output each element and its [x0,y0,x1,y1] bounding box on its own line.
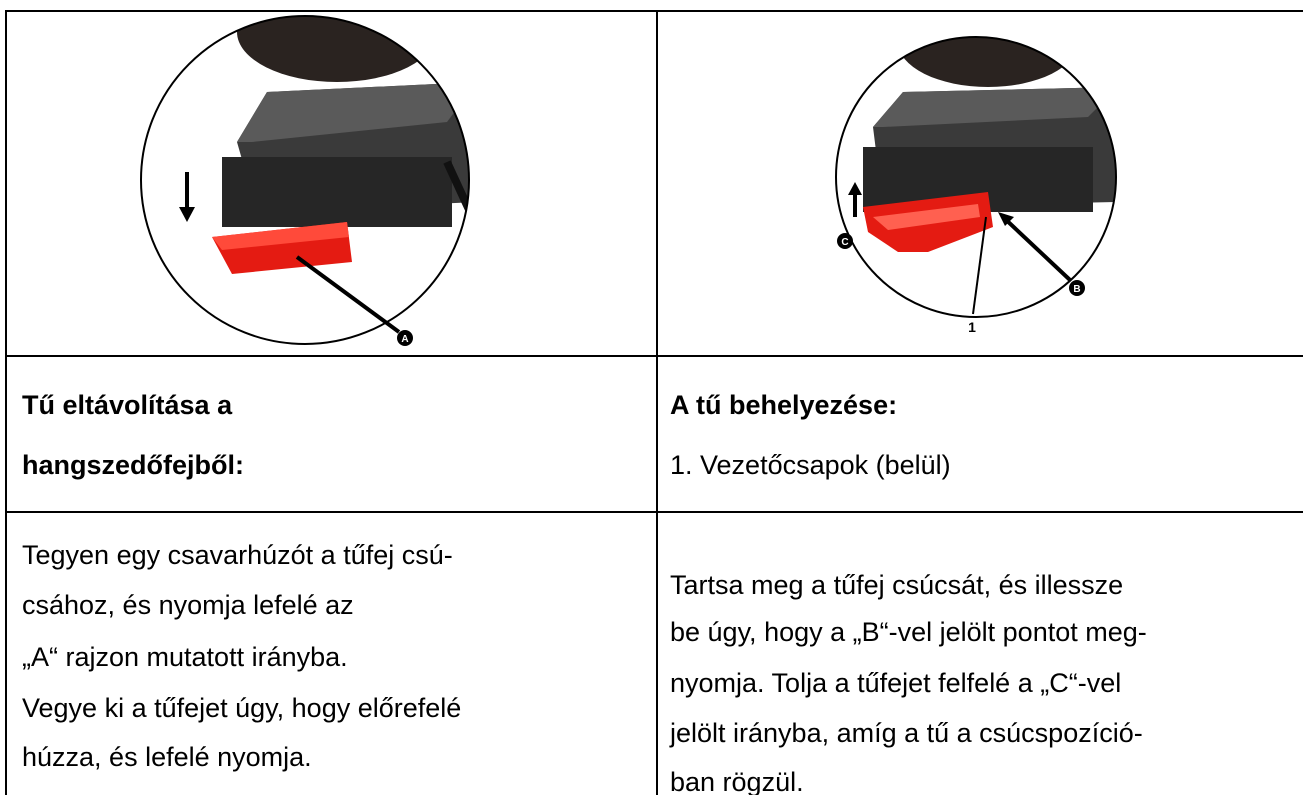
list-item: 1. Vezetőcsapok (belül) [670,450,951,480]
paragraph-line: csához, és nyomja lefelé az [22,590,354,620]
heading: A tű behelyezése: [670,390,898,420]
paragraph-line: Vegye ki a tűfejet úgy, hogy előrefelé [22,693,462,723]
paragraph-line: nyomja. Tolja a tűfejet felfelé a „C“-ve… [670,668,1122,698]
table-border [5,10,1303,12]
paragraph-line: Tartsa meg a tűfej csúcsát, és illessze [670,570,1124,600]
paragraph-line: húzza, és lefelé nyomja. [22,742,312,772]
callout-label: C [841,237,848,248]
heading: Tű eltávolítása a [22,390,233,420]
paragraph-line: Tegyen egy csavarhúzót a tűfej csú- [22,540,453,570]
paragraph-line: „A“ rajzon mutatott irányba. [22,642,348,672]
table-border [656,10,658,795]
figure-remove: A [140,15,470,346]
table-border [5,511,1303,513]
paragraph-line: jelölt irányba, amíg a tű a csúcspozíció… [670,718,1143,748]
paragraph-line: ban rögzül. [670,767,804,795]
callout-label: B [1073,284,1080,295]
callout-label: A [401,334,408,345]
figure-insert: C B 1 [835,36,1117,335]
paragraph-line: be úgy, hogy a „B“-vel jelölt pontot meg… [670,617,1147,647]
table-border [5,10,7,795]
table-border [5,355,1303,357]
callout-label: 1 [968,319,976,335]
heading: hangszedőfejből: [22,450,244,480]
